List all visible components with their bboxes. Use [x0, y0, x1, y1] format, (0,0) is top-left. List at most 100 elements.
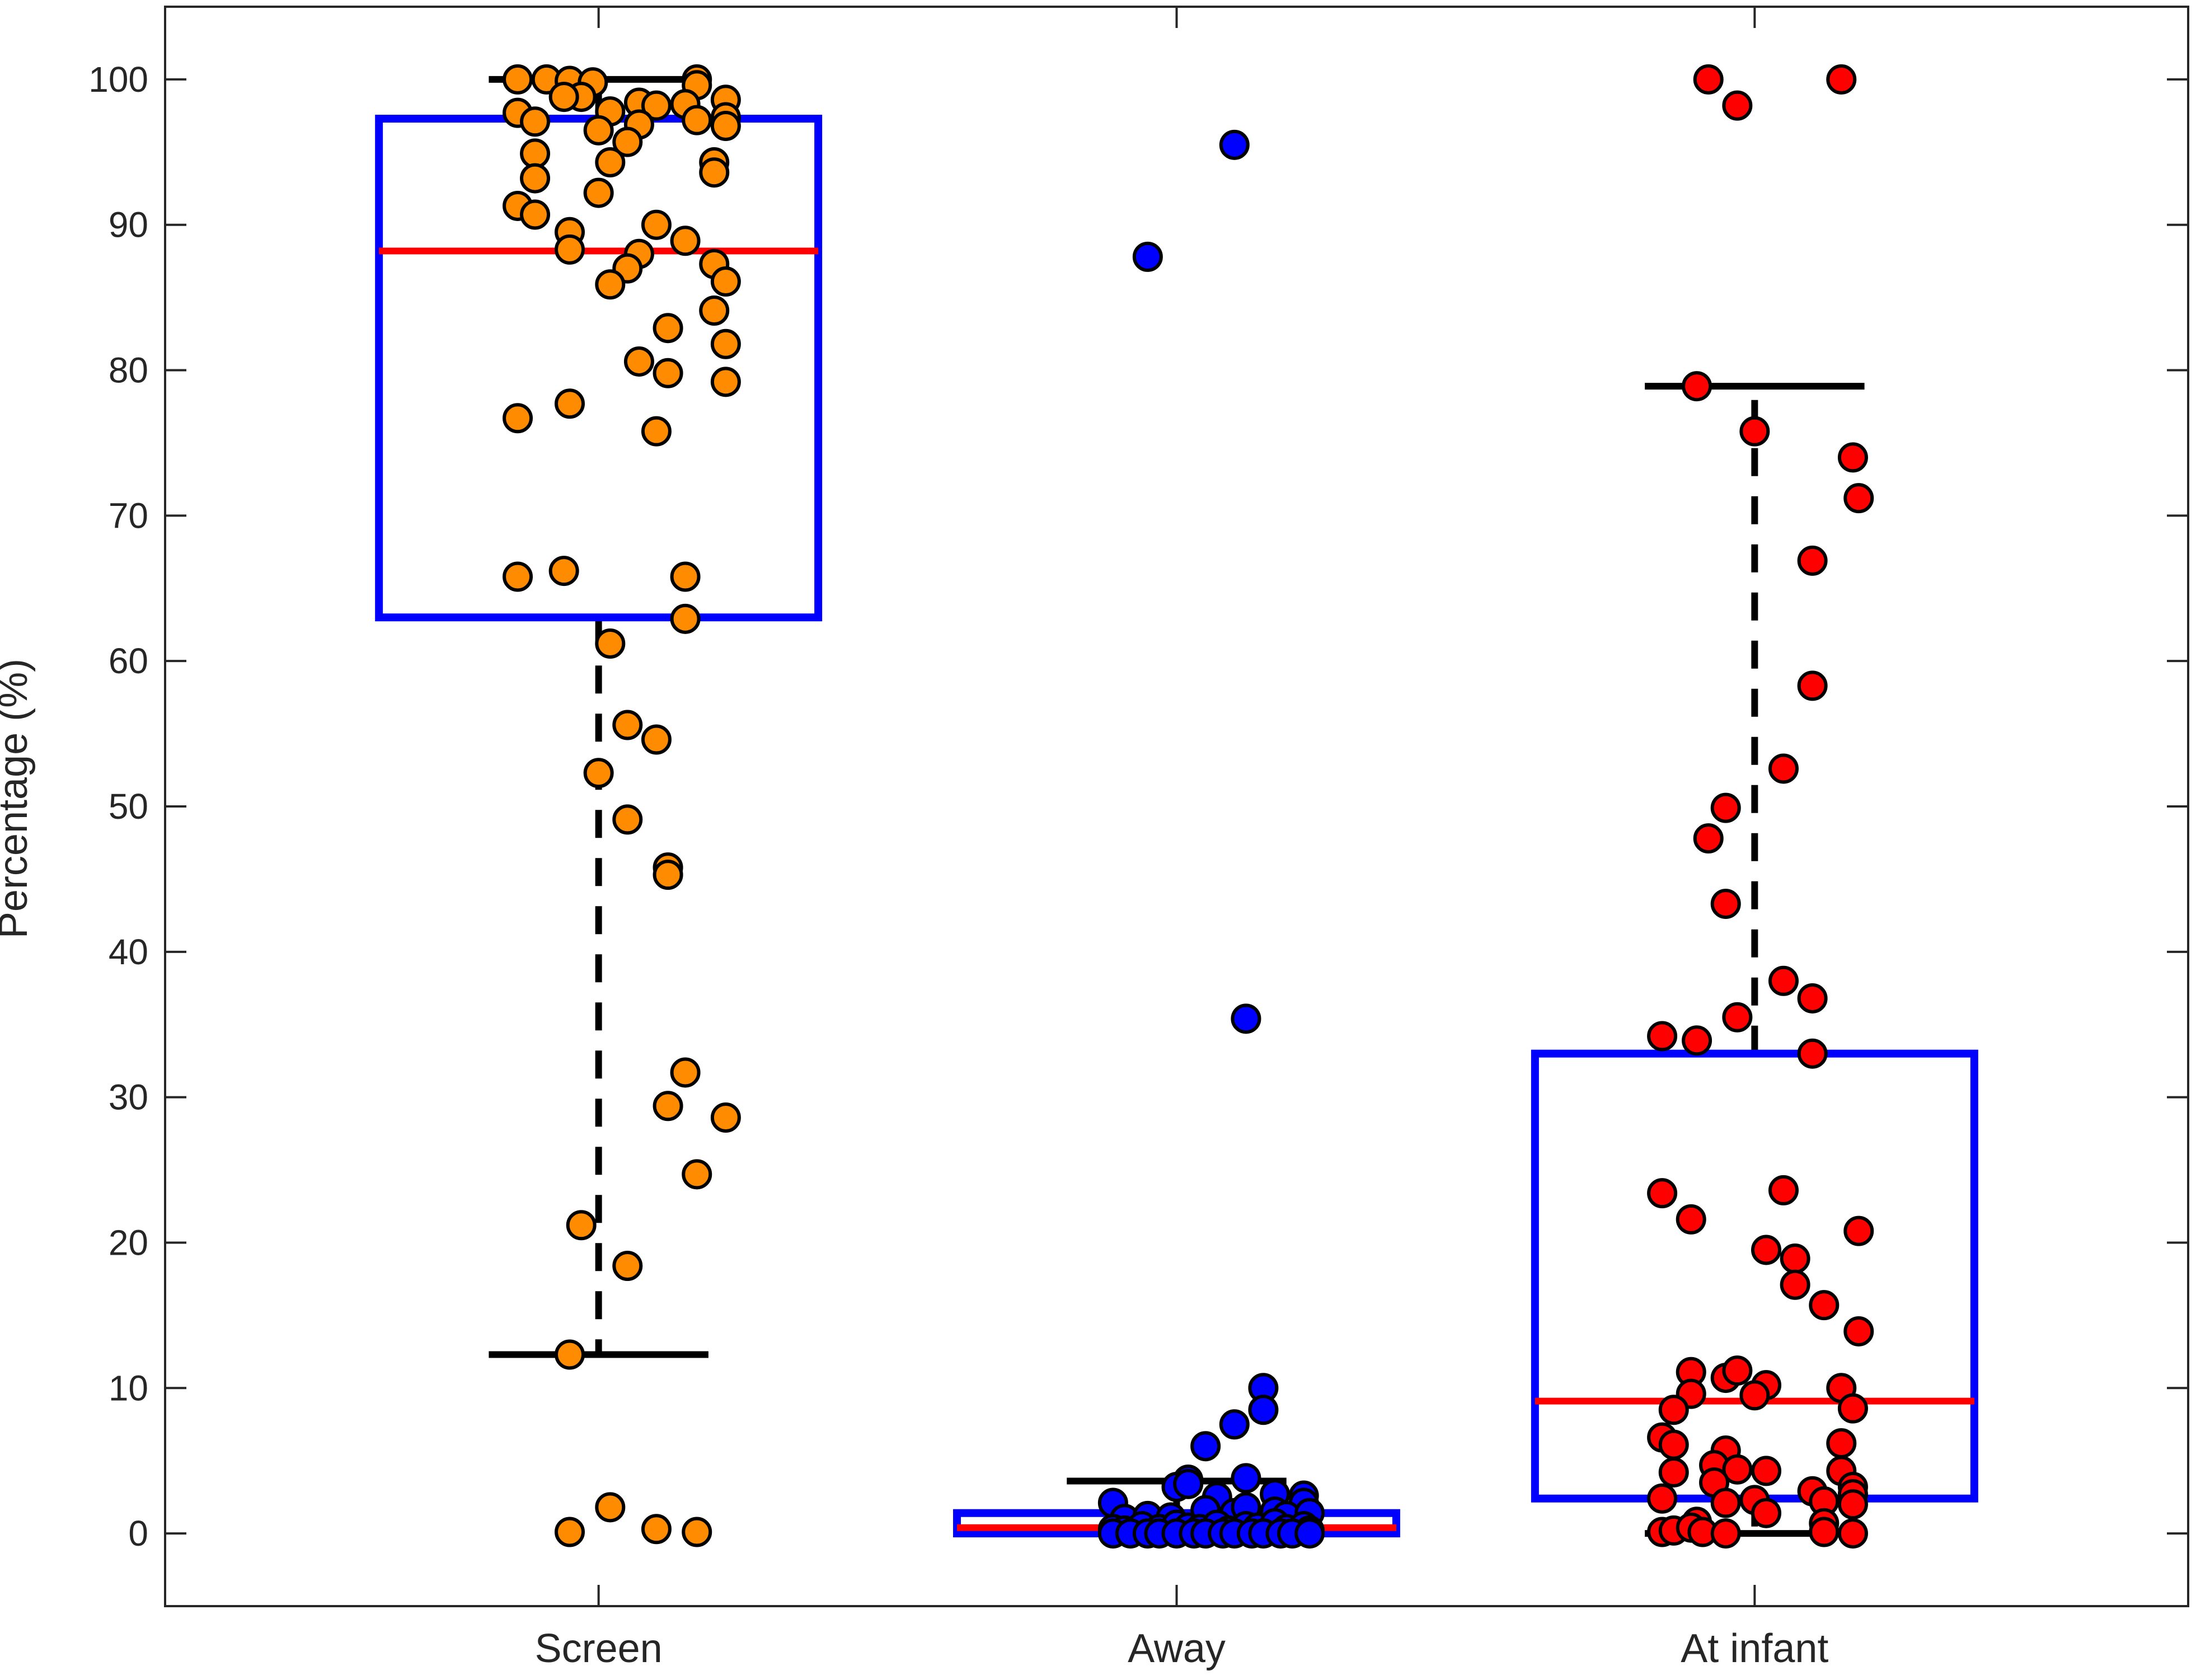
screen-data-point	[710, 367, 741, 397]
at-infant-data-point	[1647, 1021, 1678, 1052]
screen-data-point	[595, 628, 626, 659]
at-infant-data-point	[1693, 823, 1724, 854]
screen-data-point	[595, 147, 626, 178]
at-infant-data-point	[1843, 1316, 1874, 1346]
at-infant-data-point	[1682, 371, 1712, 402]
y-tick-label: 0	[128, 1513, 148, 1554]
screen-data-point	[583, 177, 614, 208]
at-infant-data-point	[1797, 670, 1828, 701]
screen-data-point	[520, 138, 551, 169]
at-infant-data-point	[1710, 1518, 1741, 1549]
screen-data-point	[555, 234, 585, 265]
screen-data-point	[699, 157, 730, 188]
at-infant-data-point	[1722, 1454, 1753, 1485]
at-infant-data-point	[1739, 1380, 1770, 1411]
at-infant-data-point	[1710, 889, 1741, 919]
screen-data-point	[641, 1514, 672, 1545]
at-infant-data-point	[1797, 1038, 1828, 1069]
at-infant-data-point	[1693, 64, 1724, 95]
screen-data-point	[503, 403, 533, 434]
screen-data-point	[653, 1091, 683, 1121]
screen-data-point	[555, 1339, 585, 1370]
screen-data-point	[682, 1159, 712, 1190]
screen-data-point	[503, 561, 533, 592]
at-infant-data-point	[1722, 1002, 1753, 1033]
screen-data-point	[710, 111, 741, 142]
at-infant-data-point	[1658, 1395, 1689, 1425]
screen-data-point	[641, 209, 672, 240]
away-data-point	[1190, 1431, 1221, 1462]
y-tick-label: 20	[109, 1222, 148, 1263]
at-infant-data-point	[1797, 545, 1828, 576]
away-data-point	[1248, 1395, 1279, 1425]
at-infant-data-point	[1768, 753, 1799, 784]
screen-data-point	[548, 82, 579, 112]
y-tick-label: 40	[109, 932, 148, 972]
x-tick-label: Screen	[535, 1626, 663, 1671]
y-axis-label: Percentage (%)	[0, 659, 36, 938]
screen-data-point	[710, 1102, 741, 1133]
at-infant-data-point	[1780, 1269, 1810, 1300]
screen-data-point	[653, 313, 683, 344]
away-data-point	[1132, 241, 1163, 272]
at-infant-data-point	[1710, 792, 1741, 823]
at-infant-data-point	[1682, 1025, 1712, 1056]
screen-data-point	[520, 106, 551, 137]
screen-data-point	[641, 90, 672, 121]
screen-data-point	[555, 388, 585, 419]
screen-data-point	[583, 115, 614, 146]
screen-data-point	[583, 758, 614, 789]
screen-data-point	[653, 860, 683, 890]
screen-data-point	[641, 724, 672, 755]
at-infant-data-point	[1809, 1517, 1840, 1547]
at-infant-data-point	[1658, 1429, 1689, 1460]
away-data-point	[1219, 1409, 1250, 1440]
screen-data-point	[670, 226, 701, 256]
at-infant-data-point	[1647, 1178, 1678, 1209]
at-infant-data-point	[1722, 90, 1753, 121]
at-infant-data-point	[1797, 983, 1828, 1013]
y-tick-label: 60	[109, 641, 148, 681]
at-infant-data-point	[1647, 1483, 1678, 1514]
away-data-point	[1219, 129, 1250, 160]
screen-data-point	[623, 346, 654, 377]
at-infant-data-point	[1843, 483, 1874, 514]
at-infant-data-point	[1676, 1204, 1706, 1235]
y-tick-label: 30	[109, 1077, 148, 1118]
screen-data-point	[612, 126, 643, 157]
y-tick-label: 50	[109, 786, 148, 827]
away-data-point	[1231, 1003, 1261, 1034]
at-infant-data-point	[1751, 1456, 1782, 1486]
screen-data-point	[595, 1492, 626, 1523]
away-data-point	[1294, 1518, 1325, 1549]
away-data-point	[1231, 1463, 1261, 1494]
at-infant-data-point	[1826, 1428, 1857, 1459]
screen-data-point	[612, 1251, 643, 1282]
screen-data-point	[612, 804, 643, 835]
screen-data-point	[682, 1517, 712, 1547]
at-infant-data-point	[1780, 1243, 1810, 1274]
screen-data-point	[670, 1057, 701, 1088]
at-infant-data-point	[1837, 1518, 1868, 1549]
y-tick-label: 100	[88, 59, 148, 100]
y-tick-label: 80	[109, 350, 148, 391]
screen-data-point	[520, 163, 551, 194]
screen-data-point	[548, 556, 579, 586]
at-infant-data-point	[1751, 1498, 1782, 1528]
screen-data-point	[555, 1517, 585, 1547]
at-infant-data-point	[1751, 1235, 1782, 1265]
screen-data-point	[520, 199, 551, 230]
screen-data-point	[595, 269, 626, 300]
y-tick-label: 90	[109, 205, 148, 245]
points-layer	[503, 64, 1874, 1549]
screen-data-point	[699, 295, 730, 326]
at-infant-data-point	[1710, 1487, 1741, 1518]
axes-layer: 0 10 20 30 40 50 60 70 80 90 100 Screen Away At infan…	[88, 6, 2189, 1671]
screen-data-point	[641, 416, 672, 447]
at-infant-data-point	[1739, 416, 1770, 447]
x-tick-label: At infant	[1681, 1626, 1828, 1671]
y-tick-label: 70	[109, 495, 148, 536]
away-data-point	[1173, 1468, 1204, 1499]
